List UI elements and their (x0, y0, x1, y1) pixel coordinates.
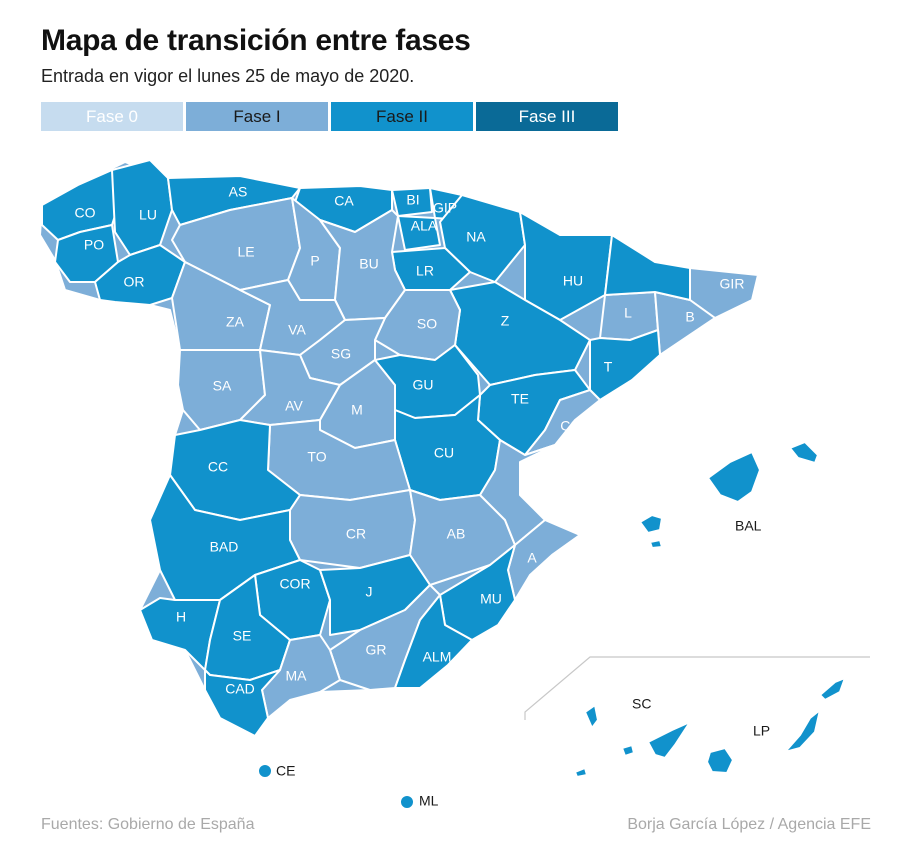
ceuta-dot (257, 763, 273, 779)
label-ALA: ALA (411, 218, 438, 234)
legend-fase-1: Fase I (186, 102, 328, 131)
label-L: L (624, 305, 632, 321)
island-formentera (649, 539, 663, 549)
label-AV: AV (285, 398, 303, 414)
label-MU: MU (480, 591, 502, 607)
label-Z: Z (501, 313, 510, 329)
phase-legend: Fase 0 Fase I Fase II Fase III (41, 102, 618, 131)
label-LP: LP (753, 723, 770, 739)
label-BAL: BAL (735, 518, 762, 534)
label-CR: CR (346, 526, 366, 542)
island-fuerteventura (784, 709, 821, 753)
region-T (589, 329, 661, 401)
source-note: Fuentes: Gobierno de España (41, 816, 255, 833)
label-SA: SA (213, 378, 232, 394)
label-A: A (527, 550, 537, 566)
label-CE: CE (276, 763, 295, 779)
label-GIP: GIP (433, 200, 457, 216)
island-la-palma (584, 704, 599, 729)
label-SC: SC (632, 696, 651, 712)
label-TE: TE (511, 391, 529, 407)
label-CO: CO (75, 205, 96, 221)
label-BU: BU (359, 256, 378, 272)
label-V: V (522, 489, 532, 505)
label-VA: VA (288, 322, 306, 338)
label-PO: PO (84, 237, 104, 253)
label-SE: SE (233, 628, 252, 644)
island-la-gomera (621, 744, 635, 757)
label-GR: GR (366, 642, 387, 658)
legend-fase-0: Fase 0 (41, 102, 183, 131)
label-OR: OR (124, 274, 145, 290)
label-CC: CC (208, 459, 228, 475)
island-lanzarote (819, 677, 846, 701)
island-tenerife (647, 721, 691, 759)
credit-note: Borja García López / Agencia EFE (627, 816, 871, 833)
label-ALM: ALM (423, 649, 452, 665)
label-SO: SO (417, 316, 437, 332)
island-el-hierro (574, 767, 588, 778)
label-AB: AB (447, 526, 466, 542)
region-BI (391, 187, 433, 217)
island-ibiza (639, 514, 663, 534)
region-HU (519, 211, 613, 321)
label-LE: LE (237, 244, 254, 260)
label-ZA: ZA (226, 314, 245, 330)
island-menorca (789, 441, 819, 464)
label-B: B (685, 309, 694, 325)
label-GU: GU (413, 377, 434, 393)
region-lleida-pyrenees (604, 234, 691, 301)
label-CU: CU (434, 445, 454, 461)
melilla-dot (399, 794, 415, 810)
legend-fase-3: Fase III (476, 102, 618, 131)
label-AS: AS (229, 184, 248, 200)
label-BAD: BAD (210, 539, 239, 555)
label-GIR: GIR (720, 276, 745, 292)
label-MA: MA (286, 668, 308, 684)
map-subtitle: Entrada en vigor el lunes 25 de mayo de … (41, 66, 415, 86)
label-H: H (176, 609, 186, 625)
map-title: Mapa de transición entre fases (41, 24, 471, 57)
label-LU: LU (139, 207, 157, 223)
label-T: T (604, 359, 613, 375)
label-COR: COR (279, 576, 310, 592)
region-LU (111, 159, 173, 256)
region-BU (319, 209, 406, 321)
label-NA: NA (466, 229, 486, 245)
label-J: J (366, 584, 373, 600)
island-gran-canaria (706, 747, 734, 774)
label-HU: HU (563, 273, 583, 289)
region-CAD (204, 669, 281, 737)
label-ML: ML (419, 793, 439, 809)
label-CA: CA (334, 193, 354, 209)
legend-fase-2: Fase II (331, 102, 473, 131)
region-ALA (397, 215, 441, 251)
label-CAD: CAD (225, 681, 255, 697)
label-BI: BI (406, 192, 419, 208)
label-CS: CS (560, 418, 579, 434)
label-M: M (351, 402, 363, 418)
label-SG: SG (331, 346, 351, 362)
region-ALM (394, 594, 473, 689)
canary-inset-frame (524, 656, 870, 720)
label-LR: LR (416, 263, 434, 279)
island-mallorca (707, 451, 761, 503)
label-P: P (310, 253, 319, 269)
label-TO: TO (307, 449, 326, 465)
